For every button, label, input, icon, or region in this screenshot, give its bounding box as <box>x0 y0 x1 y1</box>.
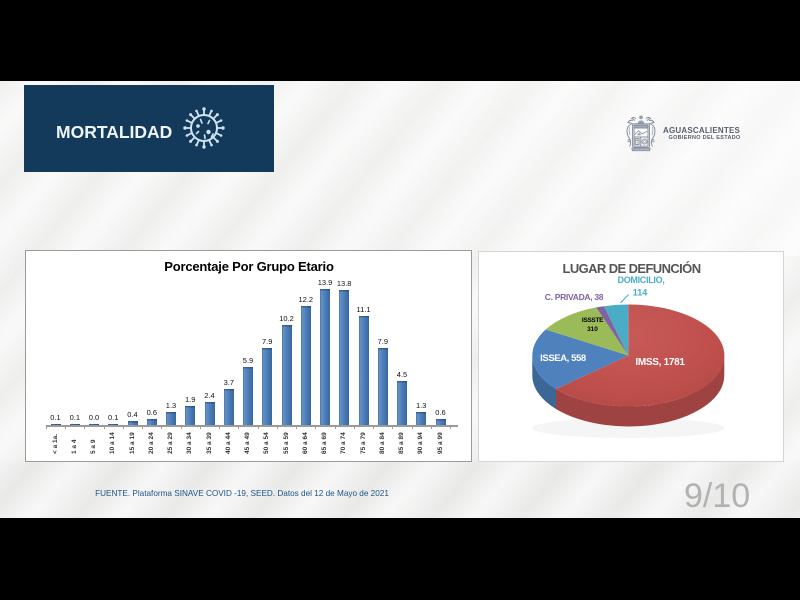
svg-text:114: 114 <box>633 288 648 298</box>
svg-text:ISSEA, 558: ISSEA, 558 <box>540 353 586 364</box>
svg-text:DOMICILIO,: DOMICILIO, <box>618 275 665 285</box>
svg-text:C. PRIVADA, 38: C. PRIVADA, 38 <box>545 292 604 302</box>
svg-text:ISSSTE: ISSSTE <box>582 317 604 324</box>
svg-text:310: 310 <box>587 326 598 333</box>
svg-text:IMSS, 1781: IMSS, 1781 <box>635 357 685 368</box>
